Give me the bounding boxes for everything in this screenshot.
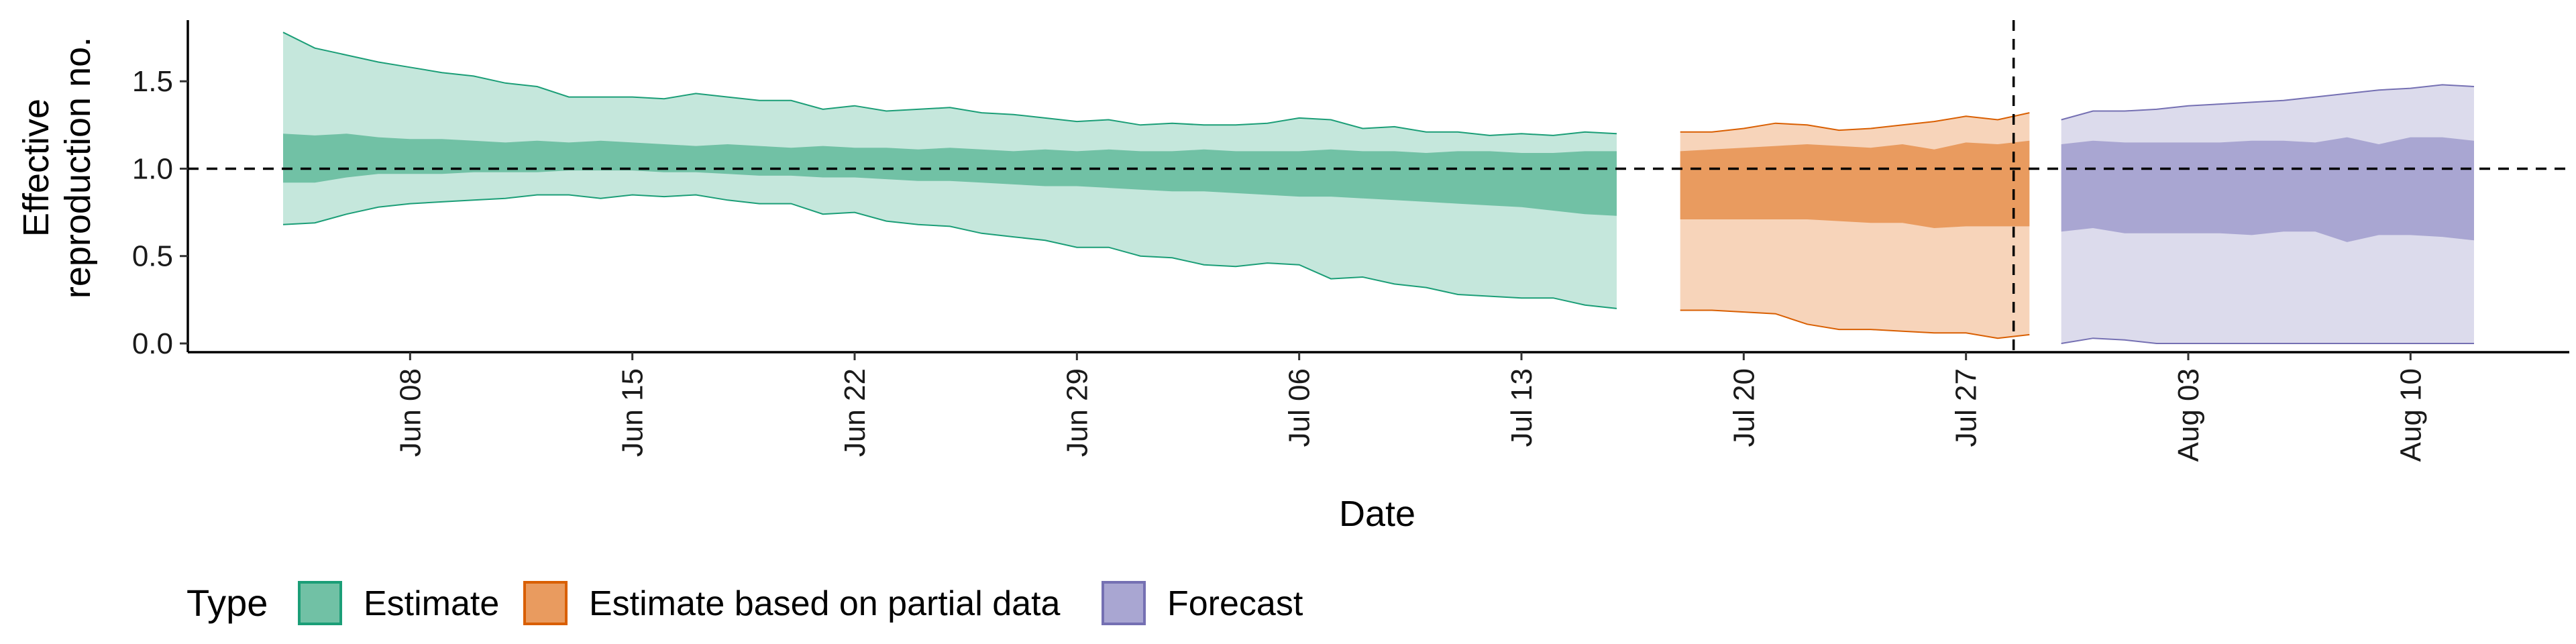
y-tick-label: 1.0 — [132, 152, 173, 185]
x-tick-label: Jul 20 — [1727, 368, 1760, 447]
y-axis-title-line-1: Effective — [16, 99, 56, 237]
x-tick-label: Jun 22 — [839, 368, 871, 457]
y-tick-label: 1.5 — [132, 65, 173, 98]
y-axis-title: Effective reproduction no. — [16, 37, 98, 299]
y-tick-label: 0.5 — [132, 240, 173, 273]
x-tick-label: Jun 15 — [616, 368, 649, 457]
y-tick-label: 0.0 — [132, 327, 173, 360]
ribbon-90-upper-edge — [282, 32, 1617, 136]
x-tick-label: Jun 29 — [1061, 368, 1093, 457]
legend-item: Estimate — [298, 581, 499, 625]
y-axis-title-line-2: reproduction no. — [58, 37, 98, 299]
legend-item: Forecast — [1102, 581, 1303, 625]
x-tick-label: Aug 10 — [2394, 368, 2427, 462]
x-tick-label: Jun 08 — [394, 368, 427, 457]
legend-key — [523, 581, 568, 625]
ribbon-90-lower-edge — [1680, 309, 2030, 339]
ribbon-layer — [282, 32, 2475, 344]
reference-lines — [188, 20, 2569, 352]
series-2 — [2061, 84, 2475, 344]
axes: 0.0 0.5 1.0 1.5 Jun 08 Jun 15 Jun 22 Jun 29 Jul … — [132, 20, 2569, 462]
x-axis-title: Date — [1339, 494, 1415, 534]
x-tick-label: Jul 27 — [1950, 368, 1983, 447]
ribbon-50-interval — [2061, 137, 2474, 242]
legend-item: Estimate based on partial data — [523, 581, 1061, 625]
ribbon-90-lower-edge — [282, 194, 1617, 309]
legend-key — [1102, 581, 1146, 625]
legend: Type Estimate Estimate based on partial d… — [186, 581, 1303, 625]
ribbon-50-interval — [1680, 140, 2030, 228]
series-0 — [282, 32, 1617, 309]
legend-label: Estimate — [364, 584, 499, 623]
series-1 — [1680, 112, 2030, 339]
legend-key — [298, 581, 342, 625]
ribbon-50-interval — [283, 133, 1617, 216]
legend-label: Forecast — [1167, 584, 1303, 623]
legend-label: Estimate based on partial data — [589, 584, 1061, 623]
ribbon-90-upper-edge — [2061, 84, 2475, 121]
x-tick-label: Aug 03 — [2172, 368, 2205, 462]
ribbon-90-upper-edge — [1680, 112, 2030, 133]
legend-title: Type — [186, 582, 268, 624]
x-tick-label: Jul 06 — [1283, 368, 1316, 447]
ribbon-90-lower-edge — [2061, 337, 2474, 344]
x-tick-label: Jul 13 — [1505, 368, 1538, 447]
